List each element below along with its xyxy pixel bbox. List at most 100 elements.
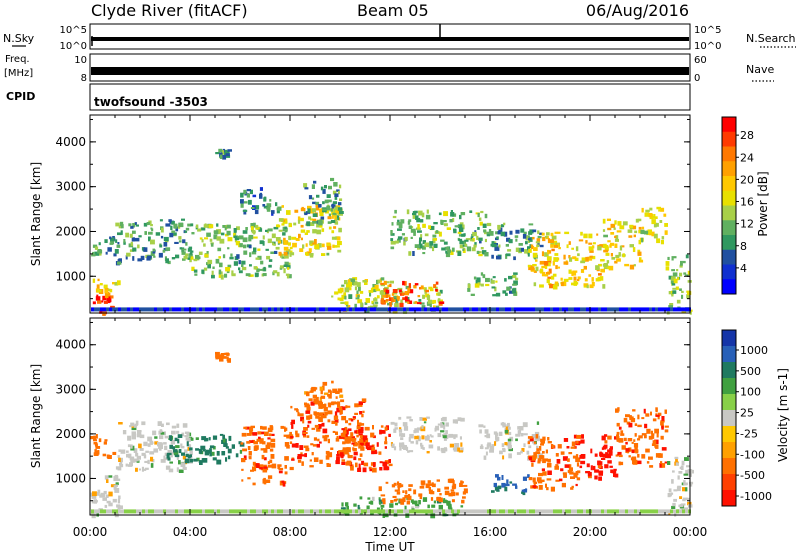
heatmap-cell bbox=[610, 253, 613, 257]
heatmap-cell bbox=[675, 457, 678, 463]
heatmap-cell bbox=[145, 509, 148, 514]
heatmap-cell bbox=[281, 205, 284, 208]
heatmap-cell bbox=[568, 277, 573, 280]
heatmap-cell bbox=[305, 410, 311, 414]
heatmap-cell bbox=[532, 477, 536, 483]
heatmap-cell bbox=[668, 275, 673, 280]
heatmap-cell bbox=[100, 492, 106, 498]
heatmap-cell bbox=[138, 235, 142, 238]
heatmap-cell bbox=[182, 466, 187, 470]
heatmap-cell bbox=[96, 284, 100, 289]
heatmap-cell bbox=[356, 434, 359, 438]
heatmap-cell bbox=[269, 433, 272, 437]
heatmap-cell bbox=[253, 247, 257, 252]
heatmap-cell bbox=[430, 307, 433, 312]
heatmap-cell bbox=[218, 256, 221, 259]
heatmap-cell bbox=[117, 242, 120, 245]
heatmap-cell bbox=[495, 231, 500, 235]
heatmap-cell bbox=[556, 459, 561, 464]
heatmap-cell bbox=[151, 228, 154, 232]
heatmap-cell bbox=[253, 236, 258, 239]
heatmap-cell bbox=[370, 500, 374, 505]
heatmap-cell bbox=[571, 271, 574, 277]
heatmap-cell bbox=[253, 307, 256, 312]
heatmap-cell bbox=[341, 461, 346, 465]
heatmap-cell bbox=[358, 463, 361, 469]
heatmap-cell bbox=[353, 444, 358, 447]
heatmap-cell bbox=[339, 409, 343, 415]
heatmap-cell bbox=[417, 295, 421, 298]
heatmap-cell bbox=[345, 405, 351, 408]
heatmap-cell bbox=[601, 435, 606, 441]
heatmap-cell bbox=[360, 446, 365, 451]
heatmap-cell bbox=[422, 447, 425, 450]
heatmap-cell bbox=[365, 298, 370, 303]
heatmap-cell bbox=[171, 257, 176, 260]
heatmap-cell bbox=[521, 448, 525, 452]
heatmap-cell bbox=[499, 509, 502, 514]
heatmap-cell bbox=[563, 261, 569, 265]
heatmap-cell bbox=[255, 463, 260, 468]
heatmap-cell bbox=[664, 409, 667, 414]
heatmap-cell bbox=[550, 509, 553, 514]
heatmap-cell bbox=[338, 450, 343, 454]
x-tick-label: 12:00 bbox=[373, 525, 408, 539]
x-tick-label: 00:00 bbox=[673, 525, 708, 539]
heatmap-cell bbox=[532, 509, 535, 514]
heatmap-cell bbox=[513, 292, 517, 296]
heatmap-cell bbox=[664, 429, 669, 433]
heatmap-cell bbox=[619, 225, 625, 230]
heatmap-cell bbox=[218, 148, 223, 153]
heatmap-cell bbox=[686, 294, 690, 299]
heatmap-cell bbox=[361, 509, 364, 514]
heatmap-cell bbox=[422, 417, 427, 421]
heatmap-cell bbox=[620, 245, 625, 248]
heatmap-cell bbox=[203, 224, 209, 228]
heatmap-cell bbox=[94, 246, 99, 250]
heatmap-cell bbox=[284, 456, 289, 461]
heatmap-cell bbox=[422, 252, 426, 255]
heatmap-cell bbox=[576, 434, 582, 439]
heatmap-cell bbox=[191, 266, 195, 271]
heatmap-cell bbox=[592, 307, 595, 312]
heatmap-cell bbox=[422, 497, 428, 502]
heatmap-cell bbox=[389, 302, 392, 307]
heatmap-cell bbox=[304, 187, 309, 190]
heatmap-cell bbox=[229, 256, 234, 260]
heatmap-cell bbox=[599, 451, 602, 457]
heatmap-cell bbox=[324, 185, 327, 189]
heatmap-cell bbox=[400, 307, 403, 312]
heatmap-cell bbox=[347, 282, 353, 287]
heatmap-cell bbox=[394, 509, 397, 514]
heatmap-cell bbox=[501, 482, 506, 488]
heatmap-cell bbox=[399, 498, 404, 502]
heatmap-cell bbox=[240, 442, 244, 445]
heatmap-cell bbox=[637, 251, 642, 256]
heatmap-cell bbox=[552, 284, 558, 290]
heatmap-cell bbox=[166, 422, 170, 426]
heatmap-cell bbox=[622, 221, 628, 226]
heatmap-cell bbox=[678, 504, 684, 508]
heatmap-cell bbox=[163, 242, 168, 247]
heatmap-cell bbox=[182, 423, 188, 428]
heatmap-cell bbox=[316, 194, 320, 198]
heatmap-cell bbox=[531, 462, 534, 467]
heatmap-cell bbox=[268, 259, 273, 262]
heatmap-cell bbox=[399, 442, 404, 448]
heatmap-cell bbox=[215, 353, 218, 358]
heatmap-cell bbox=[126, 450, 129, 453]
heatmap-cell bbox=[411, 506, 414, 510]
heatmap-cell bbox=[346, 429, 349, 435]
heatmap-cell bbox=[273, 243, 276, 246]
heatmap-cell bbox=[221, 451, 226, 456]
heatmap-cell bbox=[645, 209, 650, 213]
heatmap-cell bbox=[582, 454, 585, 459]
heatmap-cell bbox=[551, 248, 555, 252]
heatmap-cell bbox=[233, 228, 237, 233]
heatmap-cell bbox=[643, 509, 646, 514]
heatmap-cell bbox=[589, 249, 594, 253]
heatmap-cell bbox=[530, 266, 535, 271]
heatmap-cell bbox=[440, 423, 444, 428]
heatmap-cell bbox=[439, 301, 445, 304]
heatmap-cell bbox=[185, 453, 189, 458]
